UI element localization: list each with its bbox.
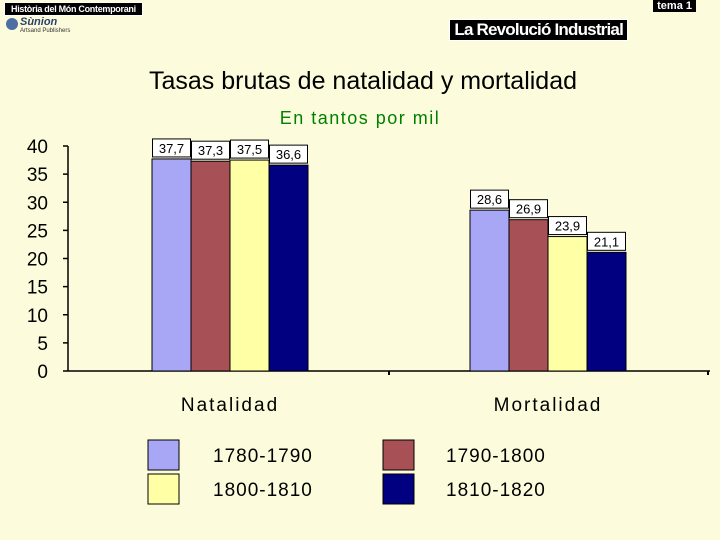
logo-subtitle: Artsand Publishers [20,28,71,34]
bar-1800-1810 [229,159,270,372]
watermark [622,518,712,532]
y-tick-label: 5 [37,334,48,355]
legend-swatch [382,473,415,505]
y-tick-label: 35 [27,165,48,186]
topic-tag: tema 1 [653,0,696,12]
y-tick-label: 15 [27,278,48,299]
chart-bars [151,158,627,372]
legend-label: 1790-1800 [446,446,546,467]
bar-1780-1790 [469,209,510,372]
chart-title: Tasas brutas de natalidad y mortalidad [149,67,577,95]
bar-1790-1800 [190,160,231,372]
data-label: 21,1 [594,234,619,249]
legend-label: 1810-1820 [446,480,546,501]
logo-name: Sùnion [20,16,58,28]
legend-swatch [147,439,180,471]
data-label: 36,6 [276,147,301,162]
data-label-box [470,189,509,209]
data-label-box [587,231,626,251]
data-label: 37,7 [159,141,184,156]
y-tick-label: 30 [27,193,48,214]
data-label-box [152,138,191,158]
chart-subtitle: En tantos por mil [280,108,441,128]
y-tick-label: 20 [27,250,48,271]
data-label-box [191,140,230,160]
data-label: 26,9 [516,202,541,217]
y-tick-label: 10 [27,306,48,327]
bar-1810-1820 [586,251,627,372]
bar-1800-1810 [547,236,588,372]
data-label: 37,3 [198,143,223,158]
publisher-logo: Sùnion Artsand Publishers [4,16,94,36]
data-label: 37,5 [237,142,262,157]
chart-legend: 1780-1790 1790-1800 1800-1810 1810-1820 [147,439,546,505]
logo-emblem-icon [6,18,18,30]
bar-1790-1800 [508,219,549,372]
legend-swatch [147,473,180,505]
chart-value-labels: 37,7 37,3 37,5 36,6 28,6 26,9 23,9 21,1 [152,138,626,251]
x-category-label: Natalidad [181,395,279,416]
x-category-label: Mortalidad [494,395,603,416]
data-label: 28,6 [477,192,502,207]
legend-label: 1780-1790 [213,446,313,467]
bar-1810-1820 [268,164,309,372]
course-banner: Història del Món Contemporani [4,2,143,16]
section-title: La Revolució Industrial [449,19,628,41]
data-label-box [269,144,308,164]
chart-axes: 0 5 10 15 20 25 30 35 40 Natalidad Mortalidad [27,137,710,416]
y-tick-label: 40 [27,137,48,158]
legend-label: 1800-1810 [213,480,313,501]
legend-swatch [382,439,415,471]
data-label-box [509,199,548,219]
y-tick-label: 0 [37,362,48,383]
y-tick-label: 25 [27,221,48,242]
data-label-box [230,139,269,159]
data-label-box [548,216,587,236]
data-label: 23,9 [555,219,580,234]
bar-1780-1790 [151,158,192,372]
